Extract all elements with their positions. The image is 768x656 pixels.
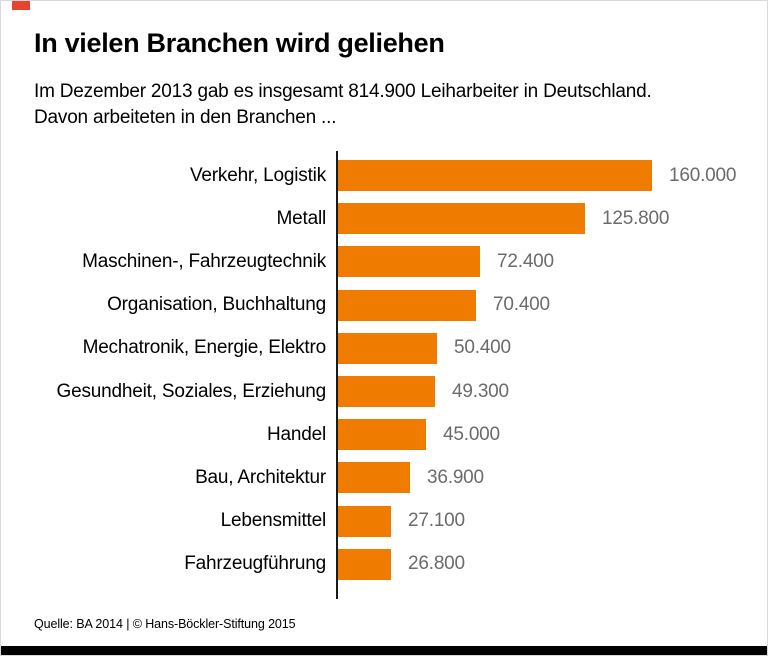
bar-value: 160.000 bbox=[669, 164, 737, 186]
chart-title: In vielen Branchen wird geliehen bbox=[34, 28, 445, 58]
chart-row: Gesundheit, Soziales, Erziehung 49.300 bbox=[1, 370, 767, 413]
bar-value: 50.400 bbox=[454, 337, 511, 359]
bar-rows: Verkehr, Logistik 160.000 Metall 125.800… bbox=[1, 154, 767, 586]
bar-value: 45.000 bbox=[443, 423, 500, 445]
bar bbox=[338, 160, 652, 192]
chart-row: Fahrzeugführung 26.800 bbox=[1, 543, 767, 586]
bar-label: Verkehr, Logistik bbox=[189, 164, 326, 186]
chart-row: Lebensmittel 27.100 bbox=[1, 500, 767, 543]
bar-value: 26.800 bbox=[408, 553, 465, 575]
bar bbox=[338, 332, 437, 364]
bottom-brand-bar bbox=[1, 646, 767, 655]
chart-subtitle: Im Dezember 2013 gab es insgesamt 814.90… bbox=[34, 79, 652, 131]
chart-row: Bau, Architektur 36.900 bbox=[1, 456, 767, 499]
bar bbox=[338, 505, 391, 537]
bar-value: 70.400 bbox=[493, 294, 550, 316]
bar-label: Maschinen-, Fahrzeugtechnik bbox=[82, 250, 326, 272]
bar-value: 125.800 bbox=[602, 207, 670, 229]
source-credit: Quelle: BA 2014 | © Hans-Böckler-Stiftun… bbox=[34, 617, 296, 631]
bar-value: 72.400 bbox=[497, 250, 554, 272]
bar bbox=[338, 548, 391, 580]
bar-label: Organisation, Buchhaltung bbox=[107, 294, 326, 316]
subtitle-line-1: Im Dezember 2013 gab es insgesamt 814.90… bbox=[34, 81, 652, 102]
bar bbox=[338, 289, 476, 321]
bar-label: Fahrzeugführung bbox=[184, 553, 326, 575]
chart-row: Maschinen-, Fahrzeugtechnik 72.400 bbox=[1, 240, 767, 283]
bar-value: 49.300 bbox=[452, 380, 509, 402]
subtitle-line-2: Davon arbeiteten in den Branchen ... bbox=[34, 107, 337, 128]
chart-row: Metall 125.800 bbox=[1, 197, 767, 240]
bar bbox=[338, 376, 435, 408]
bar-label: Gesundheit, Soziales, Erziehung bbox=[56, 380, 327, 402]
bar bbox=[338, 419, 426, 451]
bar-label: Lebensmittel bbox=[220, 510, 327, 532]
chart-row: Handel 45.000 bbox=[1, 413, 767, 456]
brand-mark-square bbox=[12, 1, 30, 10]
chart-row: Mechatronik, Energie, Elektro 50.400 bbox=[1, 327, 767, 370]
chart-row: Organisation, Buchhaltung 70.400 bbox=[1, 284, 767, 327]
bar-label: Bau, Architektur bbox=[195, 466, 326, 488]
bar-label: Handel bbox=[266, 423, 326, 445]
bar-label: Mechatronik, Energie, Elektro bbox=[82, 337, 327, 359]
bar bbox=[338, 462, 410, 494]
bar-value: 36.900 bbox=[427, 466, 484, 488]
bar-label: Metall bbox=[276, 207, 327, 229]
bar bbox=[338, 246, 480, 278]
bar-value: 27.100 bbox=[408, 510, 465, 532]
bar bbox=[338, 203, 585, 235]
chart-row: Verkehr, Logistik 160.000 bbox=[1, 154, 767, 197]
y-axis-line bbox=[336, 151, 338, 599]
